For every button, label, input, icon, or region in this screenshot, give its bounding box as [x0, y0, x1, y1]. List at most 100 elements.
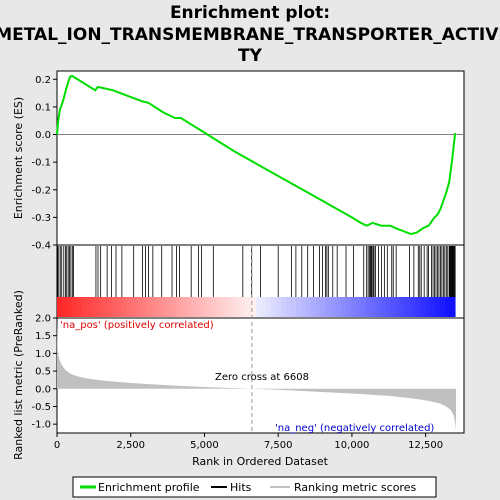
rank-color-segment [295, 297, 302, 317]
x-tick-label: 2,500 [116, 440, 145, 451]
rank-color-segment [186, 297, 192, 317]
rank-color-segment [280, 297, 287, 317]
rank-color-segment [340, 297, 347, 317]
rank-color-segment [305, 297, 312, 317]
rank-color-segment [450, 297, 456, 317]
rank-color-segment [126, 297, 133, 317]
rank-color-segment [201, 297, 207, 317]
es-y-ticks: -0.4 -0.3 -0.2 -0.1 0.0 0.1 0.2 [31, 75, 57, 252]
metric-panel-background [56, 317, 465, 434]
es-panel: -0.4 -0.3 -0.2 -0.1 0.0 0.1 0.2 Enrichment sco… [12, 70, 465, 252]
metric-y-tick-label: -0.5 [31, 402, 51, 413]
rank-color-segment [226, 297, 232, 317]
rank-color-segment [390, 297, 396, 317]
rank-color-bar [57, 297, 456, 317]
rank-color-segment [251, 297, 257, 317]
rank-color-segment [310, 297, 317, 317]
rank-color-segment [136, 297, 143, 317]
x-tick-label: 5,000 [190, 440, 219, 451]
metric-y-tick-label: 2.0 [35, 314, 51, 325]
rank-color-segment [385, 297, 391, 317]
rank-color-segment [425, 297, 431, 317]
rank-color-segment [151, 297, 157, 317]
x-axis-label: Rank in Ordered Dataset [192, 455, 329, 468]
zero-cross-label: Zero cross at 6608 [215, 372, 309, 383]
rank-color-segment [420, 297, 426, 317]
rank-color-segment [61, 297, 68, 317]
rank-color-segment [96, 297, 103, 317]
enrichment-profile-line [56, 74, 457, 236]
rank-color-segment [171, 297, 177, 317]
rank-color-segment [91, 297, 98, 317]
chart-title-line-1: Enrichment plot: [170, 3, 330, 23]
rank-color-segment [415, 297, 421, 317]
rank-color-segment [116, 297, 123, 317]
rank-color-segment [400, 297, 406, 317]
rank-color-segment [330, 297, 337, 317]
rank-color-segment [435, 297, 441, 317]
rank-color-segment [261, 297, 267, 317]
metric-y-tick-label: 1.5 [35, 331, 51, 342]
neg-label: 'na_neg' (negatively correlated) [275, 423, 434, 434]
rank-color-segment [350, 297, 357, 317]
rank-color-segment [71, 297, 78, 317]
rank-color-segment [241, 297, 247, 317]
es-y-tick-label: -0.2 [31, 185, 51, 196]
rank-color-segment [111, 297, 118, 317]
rank-color-segment [445, 297, 451, 317]
x-tick-label: 10,000 [334, 440, 369, 451]
rank-color-segment [300, 297, 307, 317]
rank-color-segment [430, 297, 436, 317]
metric-y-ticks: -1.0 -0.5 0.0 0.5 1.0 1.5 2.0 [31, 314, 57, 431]
rank-color-segment [66, 297, 73, 317]
rank-color-segment [315, 297, 322, 317]
rank-color-segment [246, 297, 252, 317]
es-y-axis-label: Enrichment score (ES) [12, 97, 25, 219]
es-panel-background [56, 70, 465, 246]
x-ticks: 0 2,500 5,000 7,500 10,000 12,500 [54, 433, 443, 451]
rank-color-segment [325, 297, 332, 317]
rank-color-segment [335, 297, 342, 317]
rank-color-segment [131, 297, 138, 317]
rank-color-segment [161, 297, 167, 317]
es-y-tick-label: 0.1 [35, 102, 51, 113]
rank-color-segment [156, 297, 162, 317]
hit-markers [57, 246, 456, 297]
rank-color-segment [345, 297, 352, 317]
rank-color-segment [181, 297, 187, 317]
rank-color-segment [141, 297, 147, 317]
es-y-tick-label: -0.1 [31, 158, 51, 169]
rank-color-segment [365, 297, 371, 317]
rank-color-segment [355, 297, 361, 317]
x-tick-label: 12,500 [408, 440, 443, 451]
chart-title-line-3: TY [238, 46, 263, 66]
rank-color-segment [86, 297, 93, 317]
rank-color-segment [166, 297, 172, 317]
legend: Enrichment profile Hits Ranking metric s… [72, 476, 437, 498]
rank-color-segment [320, 297, 327, 317]
rank-color-segment [271, 297, 277, 317]
rank-color-segment [191, 297, 197, 317]
es-y-tick-label: 0.0 [35, 130, 51, 141]
metric-y-axis-label: Ranked list metric (PreRanked) [12, 290, 25, 460]
rank-color-segment [395, 297, 401, 317]
metric-panel: -1.0 -0.5 0.0 0.5 1.0 1.5 2.0 'na_pos' (positi… [12, 245, 465, 460]
rank-color-segment [405, 297, 411, 317]
es-y-tick-label: -0.3 [31, 213, 51, 224]
rank-color-segment [211, 297, 217, 317]
rank-color-segment [256, 297, 262, 317]
rank-color-segment [275, 297, 282, 317]
rank-color-segment [370, 297, 376, 317]
rank-color-segment [196, 297, 202, 317]
rank-color-segment [375, 297, 381, 317]
rank-color-segment [236, 297, 242, 317]
legend-label-ranking: Ranking metric scores [294, 481, 416, 494]
rank-color-segment [106, 297, 113, 317]
rank-color-segment [121, 297, 128, 317]
rank-color-segment [146, 297, 152, 317]
rank-color-segment [101, 297, 108, 317]
metric-y-tick-label: -1.0 [31, 420, 51, 431]
rank-color-segment [440, 297, 446, 317]
rank-color-segment [81, 297, 88, 317]
es-y-tick-label: -0.4 [31, 241, 51, 252]
